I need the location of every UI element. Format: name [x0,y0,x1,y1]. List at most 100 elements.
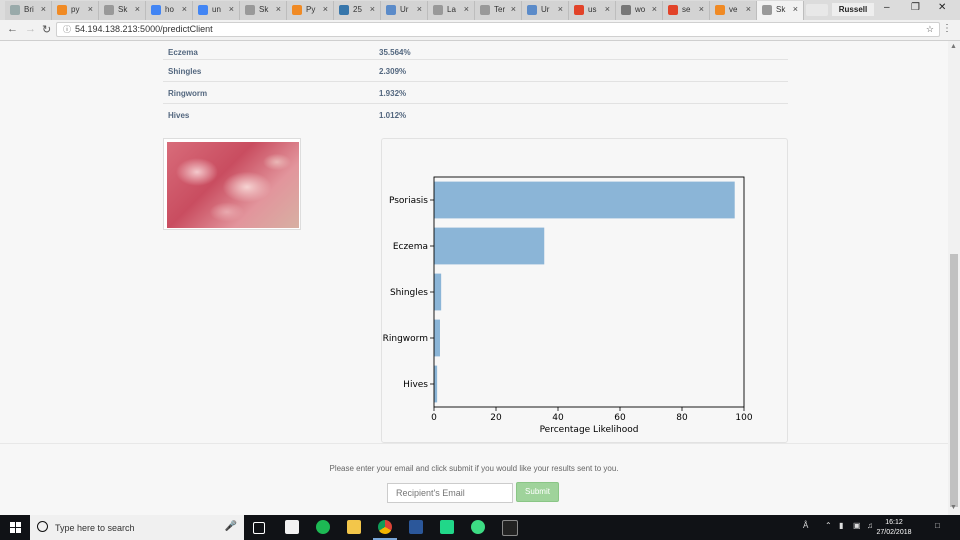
browser-tab[interactable]: La × [428,1,475,20]
close-tab-icon[interactable]: × [40,4,46,14]
file-explorer-icon[interactable] [347,520,361,534]
condition-percent: 1.932% [379,89,407,98]
browser-tab[interactable]: un × [193,1,240,20]
browser-tab[interactable]: ho × [146,1,193,20]
browser-tab[interactable]: 25 × [334,1,381,20]
browser-tab[interactable]: Ter × [475,1,522,20]
spotify-icon[interactable] [316,520,330,534]
y-tick-label: Hives [403,380,428,390]
close-tab-icon[interactable]: × [698,4,704,14]
terminal-icon[interactable] [502,520,518,536]
close-tab-icon[interactable]: × [745,4,751,14]
search-placeholder: Type here to search [55,523,135,533]
x-tick-label: 20 [490,413,502,423]
url-field[interactable]: ⓘ 54.194.138.213:5000/predictClient ☆ [56,22,940,37]
battery-icon[interactable]: ▮ [839,521,844,530]
skin-lesion-image [167,142,299,228]
browser-tab[interactable]: us × [569,1,616,20]
browser-tab[interactable]: wo × [616,1,663,20]
microphone-icon[interactable]: 🎤 [224,521,237,532]
browser-tab[interactable]: Py × [287,1,334,20]
scroll-up-icon[interactable]: ▲ [950,43,957,50]
tab-label: us [588,5,597,14]
close-tab-icon[interactable]: × [181,4,187,14]
browser-tab[interactable]: Sk × [240,1,287,20]
tab-label: Ur [400,5,409,14]
browser-tab[interactable]: Bri × [5,1,52,20]
windows-start-icon[interactable] [10,522,22,534]
condition-percent: 35.564% [379,48,411,57]
browser-tab[interactable]: se × [663,1,710,20]
android-studio-icon[interactable] [471,520,485,534]
tab-label: wo [635,5,646,14]
browser-tab[interactable]: ve × [710,1,757,20]
bookmark-star-icon[interactable]: ☆ [925,24,934,34]
people-icon[interactable]: Å [803,521,809,530]
restore-icon[interactable]: ❐ [911,2,920,13]
browser-tab[interactable]: Ur × [381,1,428,20]
close-tab-icon[interactable]: × [134,4,140,14]
close-tab-icon[interactable]: × [510,4,516,14]
doc-icon [433,5,443,15]
chrome-icon[interactable] [378,520,392,534]
scroll-down-icon[interactable]: ▼ [950,504,957,511]
tab-label: se [682,5,691,14]
profile-button[interactable]: Russell [832,3,874,16]
scroll-thumb[interactable] [950,254,958,507]
page-scrollbar[interactable]: ▲ ▼ [948,41,960,515]
back-icon[interactable]: ← [7,23,18,35]
condition-name: Ringworm [168,89,208,98]
close-tab-icon[interactable]: × [322,4,328,14]
minimize-icon[interactable]: – [884,2,890,13]
condition-name: Shingles [168,67,202,76]
browser-tab[interactable]: Ur × [522,1,569,20]
table-row: Hives 1.012% [163,103,788,126]
close-tab-icon[interactable]: × [463,4,469,14]
close-tab-icon[interactable]: × [416,4,422,14]
network-icon[interactable]: ▣ [853,521,861,530]
volume-icon[interactable]: ♫ [867,521,873,530]
chart-bar [434,319,440,357]
browser-menu-icon[interactable]: ⋮ [942,23,952,34]
close-tab-icon[interactable]: × [792,4,798,14]
close-tab-icon[interactable]: × [369,4,375,14]
task-view-icon[interactable] [253,522,265,534]
tray-chevron-icon[interactable]: ⌃ [825,521,832,530]
forward-icon[interactable]: → [25,23,36,35]
close-tab-icon[interactable]: × [228,4,234,14]
pycharm-icon[interactable] [440,520,454,534]
info-icon[interactable]: ⓘ [63,25,71,34]
submit-button[interactable]: Submit [516,482,559,502]
image-icon [386,5,396,15]
email-prompt: Please enter your email and click submit… [329,464,619,473]
close-tab-icon[interactable]: × [557,4,563,14]
chart-bar [434,227,545,265]
close-tab-icon[interactable]: × [651,4,657,14]
reload-icon[interactable]: ↻ [42,24,52,36]
wolf-icon [621,5,631,15]
close-tab-icon[interactable]: × [87,4,93,14]
close-tab-icon[interactable]: × [604,4,610,14]
tab-label: Sk [118,5,128,14]
doc-icon [10,5,20,15]
notifications-icon[interactable]: □ [935,521,940,530]
browser-tab[interactable]: py × [52,1,99,20]
word-icon[interactable] [409,520,423,534]
tab-label: La [447,5,456,14]
browser-tab[interactable]: Sk × [99,1,146,20]
tab-label: un [212,5,221,14]
browser-tab[interactable]: Sk × [757,1,804,20]
pen-icon [57,5,67,15]
clock-date: 27/02/2018 [876,529,912,536]
close-tab-icon[interactable]: × [275,4,281,14]
email-input[interactable] [387,483,513,503]
x-axis-label: Percentage Likelihood [540,425,639,435]
taskbar-search[interactable]: Type here to search 🎤 [30,515,244,540]
store-icon[interactable] [285,520,299,534]
table-row: Shingles 2.309% [163,59,788,82]
close-window-icon[interactable]: ✕ [938,2,947,13]
system-clock[interactable]: 16:12 27/02/2018 [874,518,914,538]
active-app-indicator [373,538,397,540]
gitlab-icon [668,5,678,15]
new-tab-button[interactable] [806,4,828,16]
